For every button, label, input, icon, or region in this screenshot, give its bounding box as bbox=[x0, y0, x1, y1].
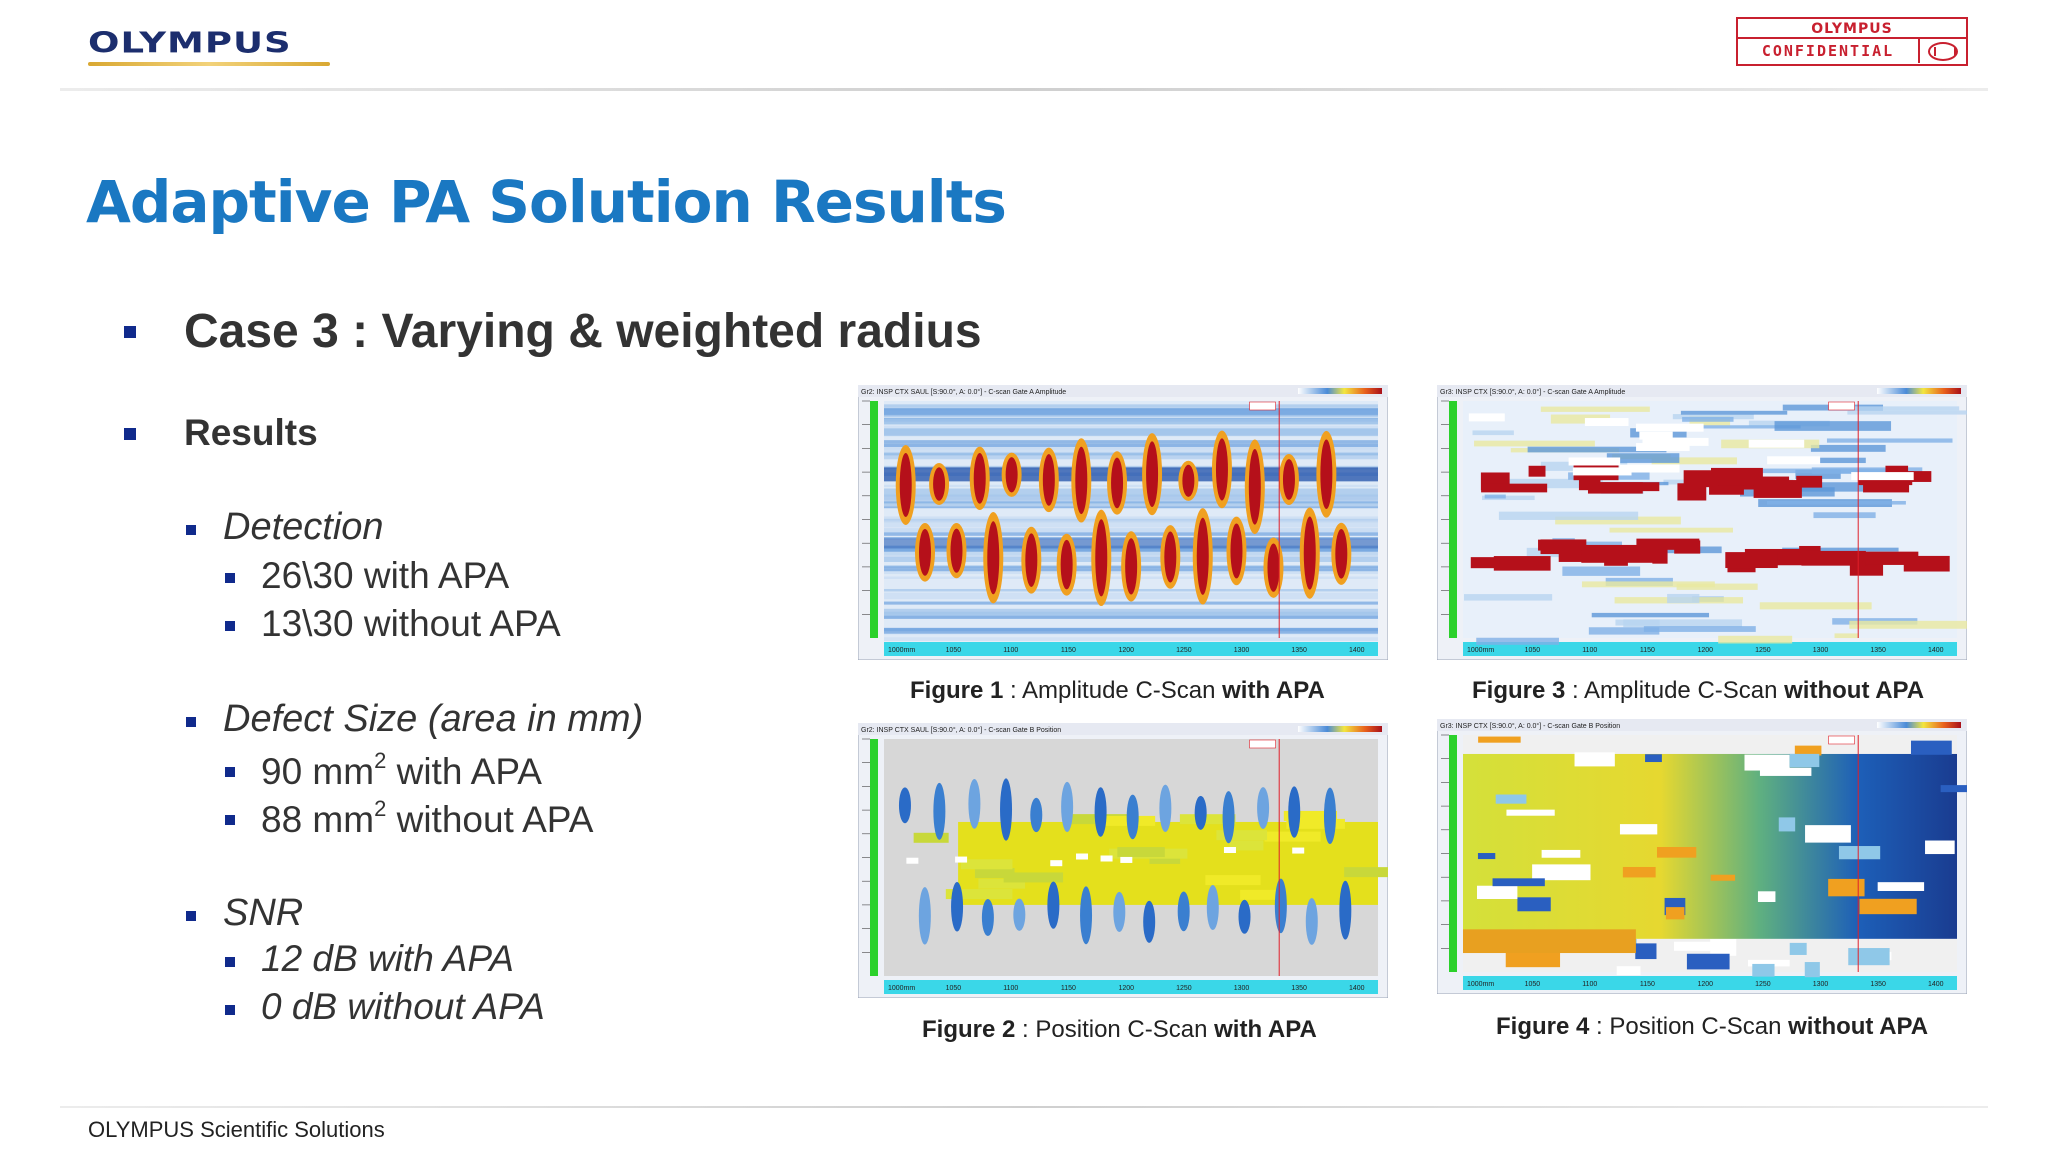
bullet-icon bbox=[186, 911, 196, 921]
x-tick-label: 1000mm bbox=[888, 985, 915, 992]
bullet-icon bbox=[225, 621, 235, 631]
confidential-stamp: OLYMPUS CONFIDENTIAL bbox=[1736, 17, 1968, 66]
case-heading: Case 3 : Varying & weighted radius bbox=[184, 305, 982, 358]
x-tick-label: 1400 bbox=[1349, 647, 1365, 654]
x-tick-label: 1150 bbox=[1640, 647, 1655, 654]
x-tick-label: 1250 bbox=[1176, 647, 1192, 654]
bullet-icon bbox=[124, 428, 136, 440]
x-tick-label: 1250 bbox=[1176, 985, 1192, 992]
x-tick-label: 1150 bbox=[1061, 985, 1076, 992]
cscan-image: Gr3: INSP CTX [S:90.0°, A: 0.0°] - C-sca… bbox=[1437, 385, 1967, 660]
figure-2-caption: Figure 2 : Position C-Scan with APA bbox=[922, 1016, 1317, 1043]
x-tick-label: 1250 bbox=[1755, 647, 1771, 654]
footer-text: OLYMPUS Scientific Solutions bbox=[88, 1117, 385, 1142]
figure-4-caption: Figure 4 : Position C-Scan without APA bbox=[1496, 1013, 1929, 1040]
x-tick-label: 1300 bbox=[1234, 985, 1250, 992]
x-tick-label: 1150 bbox=[1061, 647, 1076, 654]
cscan-header-text: Gr2: INSP CTX SAUL [S:90.0°, A: 0.0°] - … bbox=[861, 388, 1066, 396]
x-tick-label: 1300 bbox=[1813, 981, 1829, 988]
olympus-logo: OLYMPUS bbox=[88, 26, 292, 60]
logo-swoosh bbox=[88, 62, 330, 66]
x-tick-label: 1250 bbox=[1755, 981, 1771, 988]
cscan-image: Gr3: INSP CTX [S:90.0°, A: 0.0°] - C-sca… bbox=[1437, 719, 1967, 994]
figure-1-caption: Figure 1 : Amplitude C-Scan with APA bbox=[910, 677, 1325, 704]
cscan-header-text: Gr3: INSP CTX [S:90.0°, A: 0.0°] - C-sca… bbox=[1440, 388, 1625, 396]
x-tick-label: 1000mm bbox=[1467, 981, 1494, 988]
x-tick-label: 1400 bbox=[1928, 981, 1944, 988]
bullet-icon bbox=[225, 767, 235, 777]
snr-heading: SNR bbox=[223, 892, 304, 934]
results-heading: Results bbox=[184, 412, 318, 453]
defect-size-without-apa: 88 mm2 without APA bbox=[261, 796, 594, 840]
x-tick-label: 1300 bbox=[1234, 647, 1250, 654]
cscan-header-text: Gr3: INSP CTX [S:90.0°, A: 0.0°] - C-sca… bbox=[1440, 722, 1620, 730]
bullet-icon bbox=[186, 525, 196, 535]
figure-4-position-cscan-without-apa: Gr3: INSP CTX [S:90.0°, A: 0.0°] - C-sca… bbox=[1437, 719, 1967, 994]
x-tick-label: 1200 bbox=[1697, 647, 1713, 654]
x-tick-label: 1350 bbox=[1870, 981, 1886, 988]
bullet-icon bbox=[225, 573, 235, 583]
x-tick-label: 1350 bbox=[1291, 985, 1307, 992]
x-tick-label: 1300 bbox=[1813, 647, 1829, 654]
detection-with-apa: 26\30 with APA bbox=[261, 555, 510, 596]
figure-2-position-cscan-with-apa: Gr2: INSP CTX SAUL [S:90.0°, A: 0.0°] - … bbox=[858, 723, 1388, 998]
x-tick-label: 1200 bbox=[1118, 985, 1134, 992]
slide-title: Adaptive PA Solution Results bbox=[86, 168, 1007, 236]
x-tick-label: 1050 bbox=[1525, 647, 1541, 654]
defect-size-with-apa: 90 mm2 with APA bbox=[261, 748, 542, 792]
cscan-header-text: Gr2: INSP CTX SAUL [S:90.0°, A: 0.0°] - … bbox=[861, 726, 1061, 734]
header-divider bbox=[60, 88, 1988, 91]
cscan-image: Gr2: INSP CTX SAUL [S:90.0°, A: 0.0°] - … bbox=[858, 385, 1388, 660]
cscan-image: Gr2: INSP CTX SAUL [S:90.0°, A: 0.0°] - … bbox=[858, 723, 1388, 998]
figure-1-amplitude-cscan-with-apa: Gr2: INSP CTX SAUL [S:90.0°, A: 0.0°] - … bbox=[858, 385, 1388, 660]
bullet-icon bbox=[225, 1005, 235, 1015]
defect-size-heading: Defect Size (area in mm) bbox=[223, 698, 644, 740]
detection-without-apa: 13\30 without APA bbox=[261, 603, 561, 644]
detection-heading: Detection bbox=[223, 506, 384, 548]
bullet-icon bbox=[225, 815, 235, 825]
x-tick-label: 1050 bbox=[946, 985, 962, 992]
confidential-label: CONFIDENTIAL bbox=[1761, 42, 1895, 60]
x-tick-label: 1100 bbox=[1582, 981, 1597, 988]
x-tick-label: 1050 bbox=[1525, 981, 1541, 988]
figure-3-amplitude-cscan-without-apa: Gr3: INSP CTX [S:90.0°, A: 0.0°] - C-sca… bbox=[1437, 385, 1967, 660]
x-tick-label: 1200 bbox=[1118, 647, 1134, 654]
bullet-icon bbox=[225, 957, 235, 967]
snr-without-apa: 0 dB without APA bbox=[261, 986, 545, 1027]
bullet-icon bbox=[186, 717, 196, 727]
figure-3-caption: Figure 3 : Amplitude C-Scan without APA bbox=[1472, 677, 1925, 704]
x-tick-label: 1100 bbox=[1003, 985, 1018, 992]
x-tick-label: 1000mm bbox=[1467, 647, 1494, 654]
confidential-brand: OLYMPUS bbox=[1738, 19, 1966, 39]
x-tick-label: 1150 bbox=[1640, 981, 1655, 988]
x-tick-label: 1350 bbox=[1870, 647, 1886, 654]
snr-with-apa: 12 dB with APA bbox=[261, 938, 514, 979]
x-tick-label: 1000mm bbox=[888, 647, 915, 654]
x-tick-label: 1100 bbox=[1003, 647, 1018, 654]
x-tick-label: 1350 bbox=[1291, 647, 1307, 654]
secret-seal-icon bbox=[1928, 42, 1958, 61]
confidential-divider bbox=[1918, 39, 1920, 63]
x-tick-label: 1200 bbox=[1697, 981, 1713, 988]
x-tick-label: 1100 bbox=[1582, 647, 1597, 654]
footer-divider bbox=[60, 1106, 1988, 1108]
bullet-icon bbox=[124, 326, 136, 338]
x-tick-label: 1050 bbox=[946, 647, 962, 654]
x-tick-label: 1400 bbox=[1928, 647, 1944, 654]
x-tick-label: 1400 bbox=[1349, 985, 1365, 992]
